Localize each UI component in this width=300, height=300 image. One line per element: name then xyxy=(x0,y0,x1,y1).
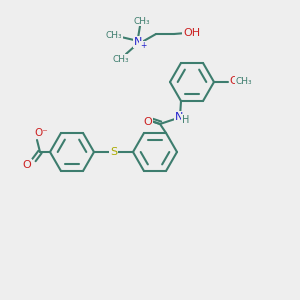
Text: N: N xyxy=(134,37,142,47)
Text: O: O xyxy=(144,117,152,127)
Text: N: N xyxy=(175,112,183,122)
Text: H: H xyxy=(182,115,190,125)
Text: CH₃: CH₃ xyxy=(134,16,150,26)
Text: O: O xyxy=(22,160,32,170)
Text: O: O xyxy=(230,76,238,86)
Text: CH₃: CH₃ xyxy=(236,76,252,85)
Text: CH₃: CH₃ xyxy=(113,55,129,64)
Text: S: S xyxy=(110,147,117,157)
Text: +: + xyxy=(140,41,146,50)
Text: O⁻: O⁻ xyxy=(34,128,48,138)
Text: OH: OH xyxy=(183,28,201,38)
Text: CH₃: CH₃ xyxy=(106,32,122,40)
